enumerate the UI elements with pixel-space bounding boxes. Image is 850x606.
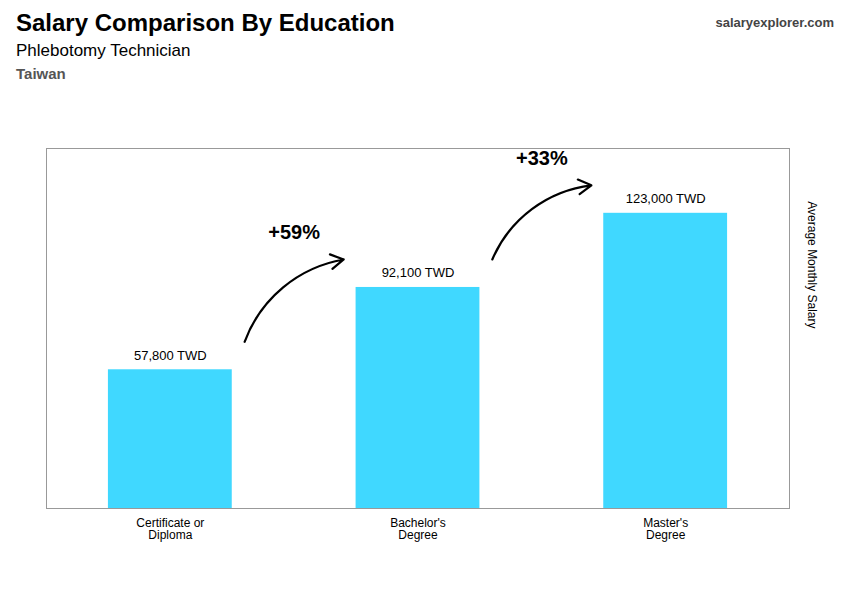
svg-text:Certificate orDiploma: Certificate orDiploma <box>136 516 204 542</box>
svg-text:Master'sDegree: Master'sDegree <box>643 516 688 542</box>
svg-text:Average Monthly Salary: Average Monthly Salary <box>805 201 819 328</box>
html-text:Phlebotomy Technician: Phlebotomy Technician <box>16 41 191 60</box>
svg-text:+33%: +33% <box>516 147 568 169</box>
svg-text:123,000 TWD: 123,000 TWD <box>626 191 706 206</box>
html-text:salaryexplorer.com: salaryexplorer.com <box>715 15 834 30</box>
html-text:Taiwan: Taiwan <box>16 65 66 82</box>
svg-text:57,800 TWD: 57,800 TWD <box>134 348 207 363</box>
svg-text:+59%: +59% <box>268 221 320 243</box>
svg-text:92,100 TWD: 92,100 TWD <box>382 265 455 280</box>
html-text:Salary Comparison By Education: Salary Comparison By Education <box>16 9 395 36</box>
svg-text:Bachelor'sDegree: Bachelor'sDegree <box>390 516 446 542</box>
